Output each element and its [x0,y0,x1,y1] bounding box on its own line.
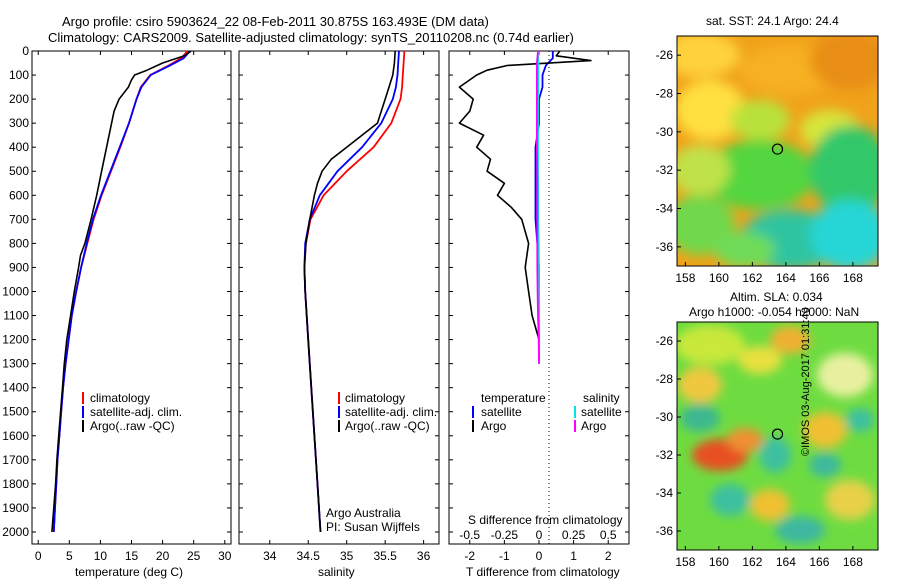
temperature-legend: climatology satellite-adj. clim. Argo(..… [82,391,182,433]
depth-tick-label: 1000 [2,284,29,298]
depth-tick-label: 1200 [2,333,29,347]
depth-tick-label: 400 [9,140,29,154]
temperature-xtick-label: 30 [218,549,232,563]
salinity-axis-label: salinity [318,565,355,579]
credit-line2: PI: Susan Wijffels [326,520,420,534]
temperature-panel-frame [31,50,232,545]
legend-temperature-title: temperature [481,391,546,405]
salinity-legend: climatology satellite-adj. clim. Argo(..… [338,391,437,433]
salinity-series-satellite-adj-clim- [303,50,400,533]
temperature-xtick-label: 0 [35,549,42,563]
difference-xtick-label: -2 [464,549,475,563]
depth-tick-label: 1600 [2,429,29,443]
sla-map-title-line2: Argo h1000: -0.054 h2000: NaN [689,305,860,319]
legend-salinity-title: salinity [583,391,620,405]
difference-xtick-label: -1 [499,549,510,563]
s-difference-axis-label: S difference from climatology [468,513,623,527]
depth-tick-label: 600 [9,188,29,202]
legend-s-satellite-label: satellite [581,405,622,419]
sla-map-title-line1: Altim. SLA: 0.034 [730,290,823,304]
legend-climatology-label: climatology [90,391,150,405]
difference-xtick-label: 2 [605,549,612,563]
depth-tick-label: 800 [9,236,29,250]
depth-tick-label: 700 [9,212,29,226]
salinity-xtick-label: 35 [340,549,354,563]
temperature-xtick-label: 15 [125,549,139,563]
legend-argo-label: Argo(..raw -QC) [345,419,430,433]
depth-tick-label: 1300 [2,357,29,371]
legend-t-satellite-label: satellite [481,405,522,419]
timestamp: ©IMOS 03-Aug-2017 01:31:46 [800,307,812,456]
salinity-xtick-label: 35.5 [373,549,397,563]
difference-series-temperature-argo [458,50,592,364]
salinity-xtick-label: 34.5 [297,549,321,563]
depth-tick-label: 2000 [2,525,29,539]
depth-tick-label: 1100 [3,309,29,323]
t-difference-axis-label: T difference from climatology [466,565,620,579]
temperature-xtick-label: 10 [94,549,108,563]
depth-tick-label: 500 [9,164,29,178]
salinity-series-climatology [303,50,406,533]
temperature-xtick-label: 25 [187,549,201,563]
figure-title-line1: Argo profile: csiro 5903624_22 08-Feb-20… [62,14,489,29]
depth-tick-label: 1700 [2,453,29,467]
salinity-xtick-label: 36 [417,549,431,563]
legend-satellite-label: satellite-adj. clim. [345,405,437,419]
difference-xtick-label: 0 [536,549,543,563]
temperature-xtick-label: 20 [156,549,170,563]
salinity-series-argo-raw-qc- [303,50,396,533]
depth-tick-label: 900 [9,260,29,274]
depth-tick-label: 100 [9,68,29,82]
depth-tick-label: 1900 [2,501,29,515]
legend-s-argo-label: Argo [581,419,607,433]
temperature-xtick-label: 5 [66,549,73,563]
sst-map-title: sat. SST: 24.1 Argo: 24.4 [706,14,839,28]
credit-line1: Argo Australia [326,506,401,520]
depth-tick-label: 0 [22,44,29,58]
legend-climatology-label: climatology [345,391,405,405]
difference-s-tick-label: -0.5 [459,528,480,542]
temperature-series-argo-raw-qc- [51,50,192,533]
depth-tick-label: 1800 [2,477,29,491]
depth-tick-label: 200 [9,92,29,106]
difference-s-tick-label: 0.5 [600,528,617,542]
temperature-axis-label: temperature (deg C) [75,565,183,579]
figure-title-line2: Climatology: CARS2009. Satellite-adjuste… [48,30,574,45]
salinity-xtick-label: 34 [263,549,277,563]
difference-s-tick-label: 0.25 [562,528,586,542]
legend-argo-label: Argo(..raw -QC) [90,419,175,433]
legend-satellite-label: satellite-adj. clim. [90,405,182,419]
salinity-panel-frame [238,50,440,545]
difference-s-tick-label: 0 [536,528,543,542]
difference-series-salinity-argo [536,50,540,364]
legend-t-argo-label: Argo [481,419,507,433]
difference-legend: temperature salinity satellite Argo sate… [472,391,622,433]
depth-tick-label: 300 [9,116,29,130]
depth-tick-label: 1500 [2,405,29,419]
difference-s-tick-label: -0.25 [491,528,519,542]
depth-tick-label: 1400 [2,381,29,395]
difference-series-salinity-satellite [537,51,540,364]
difference-xtick-label: 1 [570,549,577,563]
